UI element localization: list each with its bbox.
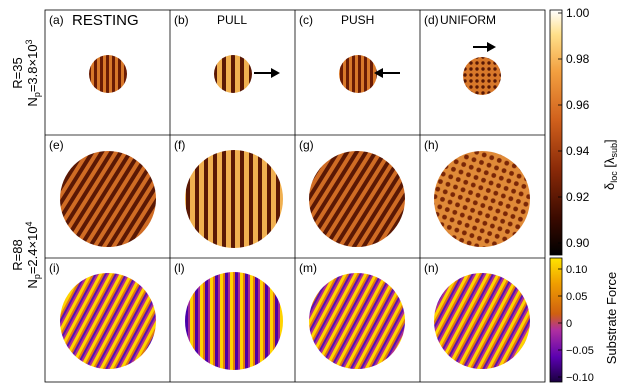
colorbar-delta-tick-3: 0.96	[566, 98, 590, 112]
column-title-uniform: UNIFORM	[440, 13, 496, 27]
panel-a-image	[89, 55, 127, 93]
colorbar-force-ticks	[558, 268, 562, 378]
row-label-2: R=88 Np=2.4×104	[10, 221, 42, 288]
colorbar-delta-tick-4: 0.94	[566, 144, 590, 158]
panel-grid	[44, 9, 546, 383]
row-2-np: Np=2.4×104	[24, 221, 42, 288]
panel-n-image	[434, 273, 530, 369]
panel-e-image	[60, 151, 156, 247]
colorbar-delta-tick-1: 1.00	[566, 6, 590, 20]
colorbar-force-tick-2: 0.05	[566, 291, 587, 303]
panel-letter-f: (f)	[174, 138, 185, 152]
panel-letter-g: (g)	[299, 138, 314, 152]
panel-h-image	[434, 151, 530, 247]
panel-letter-l: (l)	[174, 261, 185, 275]
colorbar-force-tick-3: 0	[566, 318, 572, 330]
colorbar-delta-tick-6: 0.90	[566, 236, 590, 250]
panel-m-image	[309, 273, 405, 369]
panel-i-image	[60, 273, 156, 369]
row-1-np: Np=3.8×103	[24, 39, 42, 106]
panel-g-image	[309, 151, 405, 247]
row-label-1: R=35 Np=3.8×103	[10, 39, 42, 106]
panel-letter-n: (n)	[424, 261, 439, 275]
column-title-push: PUSH	[341, 13, 374, 27]
column-title-pull: PULL	[217, 13, 247, 27]
panel-letter-m: (m)	[299, 261, 317, 275]
panel-l-image	[185, 272, 283, 370]
panel-d-image	[463, 57, 501, 95]
arrow-right-icon	[254, 68, 280, 78]
arrow-left-icon	[374, 68, 400, 78]
panel-letter-c: (c)	[299, 13, 313, 27]
panel-letter-d: (d)	[424, 13, 439, 27]
column-title-resting: RESTING	[72, 12, 139, 29]
colorbar-force-tick-5: −0.10	[566, 372, 594, 384]
panel-letter-e: (e)	[49, 138, 64, 152]
colorbar-force	[549, 257, 563, 383]
panel-letter-a: (a)	[49, 13, 64, 27]
colorbar-force-tick-1: 0.10	[566, 264, 587, 276]
panel-f-image	[185, 150, 283, 248]
row-2-radius: R=88	[10, 239, 25, 270]
panel-letter-b: (b)	[174, 13, 189, 27]
panel-letter-h: (h)	[424, 138, 439, 152]
row-1-radius: R=35	[10, 57, 25, 88]
colorbar-force-label: Substrate Force	[604, 272, 619, 365]
colorbar-force-tick-4: −0.05	[566, 345, 594, 357]
panel-c-image	[339, 55, 377, 93]
colorbar-delta-ticks	[558, 12, 562, 244]
colorbar-delta-tick-5: 0.92	[566, 190, 590, 204]
colorbar-delta-label: δloc [λsub]	[602, 139, 619, 190]
colorbar-delta-tick-2: 0.98	[566, 52, 590, 66]
arrow-right-icon	[473, 42, 496, 52]
panel-letter-i: (i)	[49, 261, 60, 275]
colorbar-delta	[549, 9, 563, 256]
panel-b-image	[214, 55, 252, 93]
